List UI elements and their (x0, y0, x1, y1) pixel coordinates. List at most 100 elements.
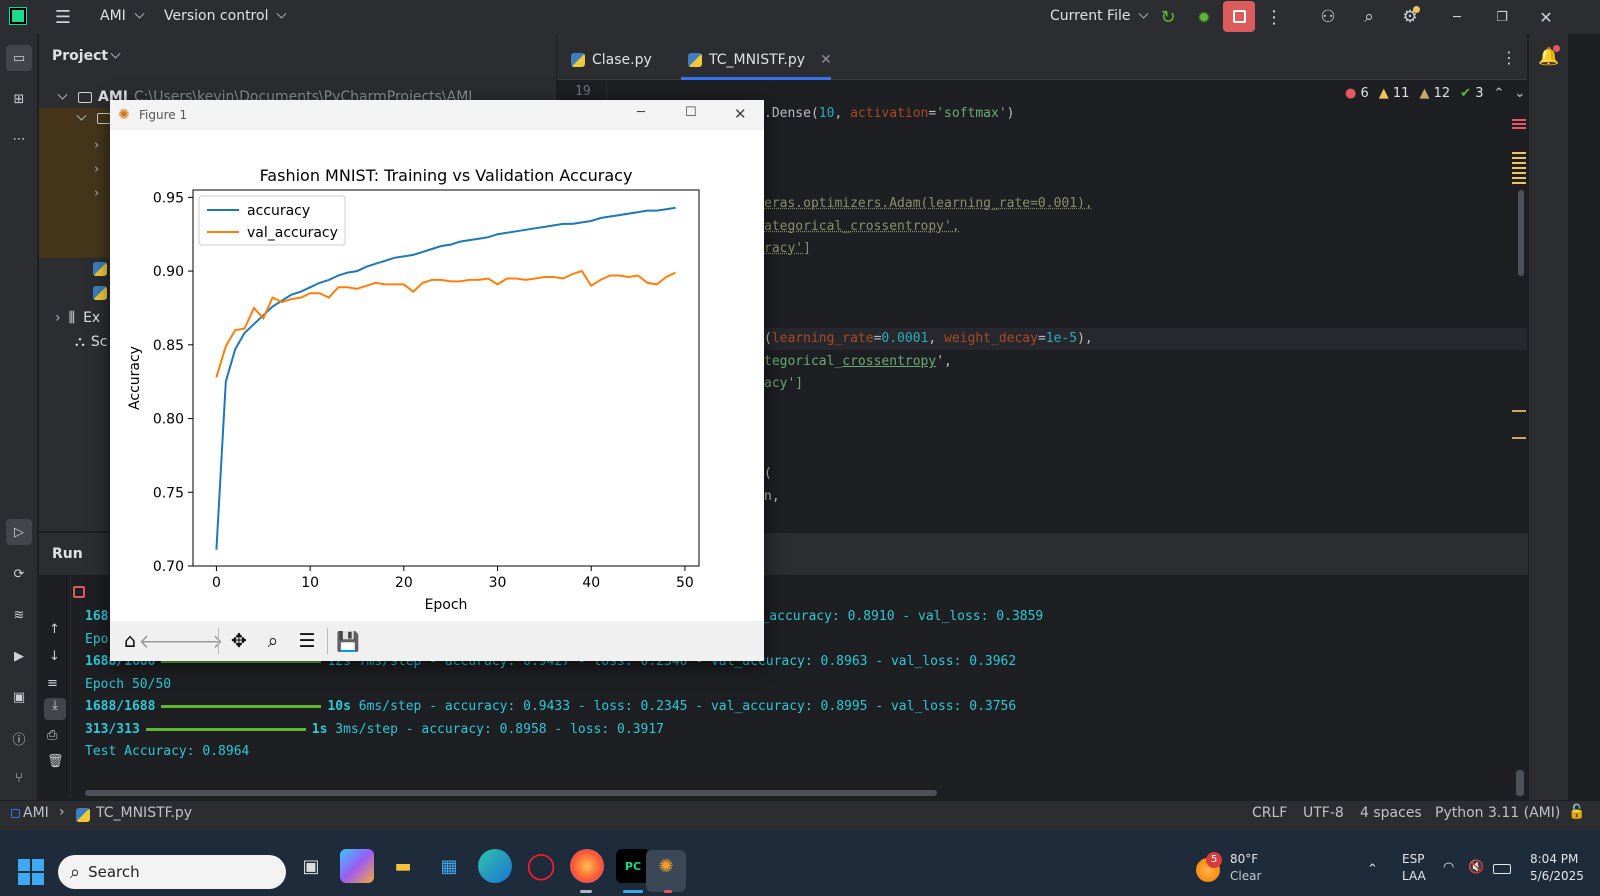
python-file-icon[interactable] (93, 262, 107, 276)
microsoft-store-icon[interactable]: ▦ (440, 855, 458, 877)
figure-close-icon[interactable]: ✕ (734, 105, 747, 123)
python-console-icon[interactable]: ⟳ (13, 566, 25, 582)
figure-maximize-icon[interactable]: ☐ (685, 105, 697, 120)
tab-clase[interactable]: Clase.py (571, 42, 652, 78)
project-selector[interactable]: AMI (100, 8, 145, 24)
chevron-down-icon (57, 89, 68, 100)
chevron-right-icon[interactable]: › (94, 186, 100, 201)
restore-icon[interactable]: ❐ (1496, 9, 1508, 25)
close-icon[interactable]: ✕ (1539, 7, 1553, 27)
debug-icon[interactable]: ✹ (1197, 7, 1211, 27)
notifications-bell-icon[interactable]: 🔔 (1538, 47, 1560, 67)
python-packages-icon[interactable]: ≋ (13, 607, 25, 623)
problems-icon[interactable]: ⓘ (12, 732, 26, 748)
y-tick-label: 0.70 (153, 559, 184, 575)
wifi-icon[interactable]: ◠ (1443, 860, 1455, 875)
structure-icon[interactable]: ⊞ (13, 91, 25, 107)
taskbar-search[interactable]: ⌕ Search (58, 855, 286, 889)
x-tick-label: 20 (395, 575, 413, 591)
prev-highlight-icon[interactable]: ⌃ (1493, 86, 1505, 101)
tray-overflow-icon[interactable]: ⌃ (1367, 862, 1378, 877)
input-language-top[interactable]: ESP (1402, 852, 1425, 866)
firefox-browser-icon[interactable] (570, 849, 604, 883)
task-view-icon[interactable]: ▣ (302, 855, 320, 877)
chevron-down-icon (277, 8, 287, 19)
run-tool-icon[interactable]: ▷ (6, 519, 32, 545)
next-highlight-icon[interactable]: ⌄ (1514, 86, 1526, 101)
file-encoding[interactable]: UTF-8 (1303, 805, 1344, 821)
console-line-1: 168 _accuracy: 0.8910 - val_loss: 0.3859 (85, 609, 1044, 624)
tree-item-folder[interactable] (74, 110, 111, 124)
line-separator[interactable]: CRLF (1252, 805, 1288, 821)
print-icon[interactable]: ⎙ (47, 728, 58, 743)
chart-legend: accuracy val_accuracy (198, 195, 346, 246)
indent-setting[interactable]: 4 spaces (1360, 805, 1422, 821)
y-axis-label: Accuracy (127, 346, 143, 410)
breadcrumb-project[interactable]: AMI (23, 805, 49, 821)
rerun-icon[interactable]: ↻ (1160, 6, 1176, 28)
battery-icon[interactable] (1493, 864, 1511, 874)
inspections-widget[interactable]: ● 6 ▲ 11 ▲ 12 ✔ 3 ⌃ ⌄ (1345, 86, 1525, 101)
main-menu-icon[interactable]: ☰ (54, 6, 72, 28)
console-line-6: 313/313 1s 3ms/step - accuracy: 0.8958 - … (85, 722, 665, 737)
tab-more-icon[interactable]: ⋮ (1501, 48, 1517, 67)
weather-temperature[interactable]: 80°F (1230, 852, 1259, 866)
forward-arrow-icon[interactable]: 🡒 (172, 630, 224, 653)
opera-browser-icon[interactable]: ◯ (526, 851, 556, 881)
python-interpreter[interactable]: Python 3.11 (AMI) (1435, 805, 1561, 821)
figure-minimize-icon[interactable]: ─ (637, 105, 645, 120)
soft-wrap-icon[interactable]: ≡ (47, 676, 58, 691)
file-explorer-icon[interactable]: ▬ (394, 855, 412, 877)
zoom-magnifier-icon[interactable]: ⌕ (267, 630, 279, 652)
home-icon[interactable]: ⌂ (123, 630, 137, 652)
ok-count: ✔ 3 (1460, 86, 1484, 101)
more-actions-icon[interactable]: ⋮ (1265, 6, 1283, 28)
pycharm-taskbar-icon[interactable]: PC (616, 849, 650, 883)
scroll-to-end-icon[interactable]: ⤓ (44, 698, 66, 720)
save-figure-icon[interactable]: 💾 (336, 630, 360, 653)
run-config-selector[interactable]: Current File (1050, 8, 1149, 24)
lock-icon[interactable]: 🔓 (1568, 804, 1586, 820)
matplotlib-window-taskbar-button[interactable] (646, 850, 686, 892)
copilot-icon[interactable] (340, 849, 374, 883)
chevron-right-icon[interactable]: › (94, 138, 100, 153)
tab-tc-mnistf[interactable]: TC_MNISTF.py ✕ (688, 42, 832, 78)
accuracy-chart: 0.70 0.75 0.80 0.85 0.90 0.95 0 10 20 30 40 50 Fas… (127, 166, 700, 613)
clock-time[interactable]: 8:04 PM (1530, 852, 1579, 866)
close-tab-icon[interactable]: ✕ (820, 52, 832, 68)
run-tab[interactable]: Run (52, 546, 83, 562)
editor-scrollbar-thumb[interactable] (1518, 190, 1524, 276)
scroll-up-icon[interactable]: ↑ (49, 622, 60, 637)
console-vscrollbar[interactable] (1516, 770, 1524, 796)
stop-button[interactable] (1223, 1, 1255, 32)
project-folder-icon[interactable]: ▭ (6, 45, 32, 71)
title-bar: ☰ AMI Version control Current File ↻ ✹ ⋮… (0, 0, 1600, 34)
pan-move-icon[interactable]: ✥ (231, 630, 247, 652)
stop-icon (1232, 10, 1246, 23)
toolbar-divider (218, 628, 219, 654)
code-with-me-icon[interactable]: ⚇ (1320, 7, 1336, 27)
stop-run-icon[interactable] (73, 586, 85, 598)
chevron-right-icon[interactable]: › (94, 162, 100, 177)
minimize-icon[interactable]: ─ (1453, 9, 1461, 25)
console-hscrollbar[interactable] (85, 790, 937, 796)
back-arrow-icon[interactable]: 🡐 (138, 630, 190, 653)
edge-browser-icon[interactable] (478, 849, 512, 883)
terminal-icon[interactable]: ▣ (12, 689, 26, 705)
tree-item-scratches[interactable]: ⛬ Sc (75, 334, 107, 350)
matplotlib-icon: ✺ (118, 107, 130, 123)
project-panel-header[interactable]: Project (52, 48, 121, 64)
services-icon[interactable]: ▶ (14, 648, 24, 664)
tree-item-external-libraries[interactable]: › ⫼ Ex (55, 310, 100, 326)
clear-trash-icon[interactable]: 🗑 (47, 754, 64, 769)
git-icon[interactable]: ⑂ (15, 770, 23, 786)
start-windows-icon[interactable] (18, 859, 44, 885)
more-tools-icon[interactable]: ⋯ (12, 131, 26, 147)
search-everywhere-icon[interactable]: ⌕ (1364, 7, 1374, 27)
vcs-selector[interactable]: Version control (164, 8, 287, 24)
scroll-down-icon[interactable]: ↓ (49, 649, 60, 664)
python-file-icon[interactable] (93, 286, 107, 300)
volume-muted-icon[interactable]: 🔇 (1468, 860, 1485, 875)
configure-subplots-icon[interactable]: ☰ (298, 630, 316, 652)
breadcrumb-file[interactable]: TC_MNISTF.py (96, 805, 193, 821)
